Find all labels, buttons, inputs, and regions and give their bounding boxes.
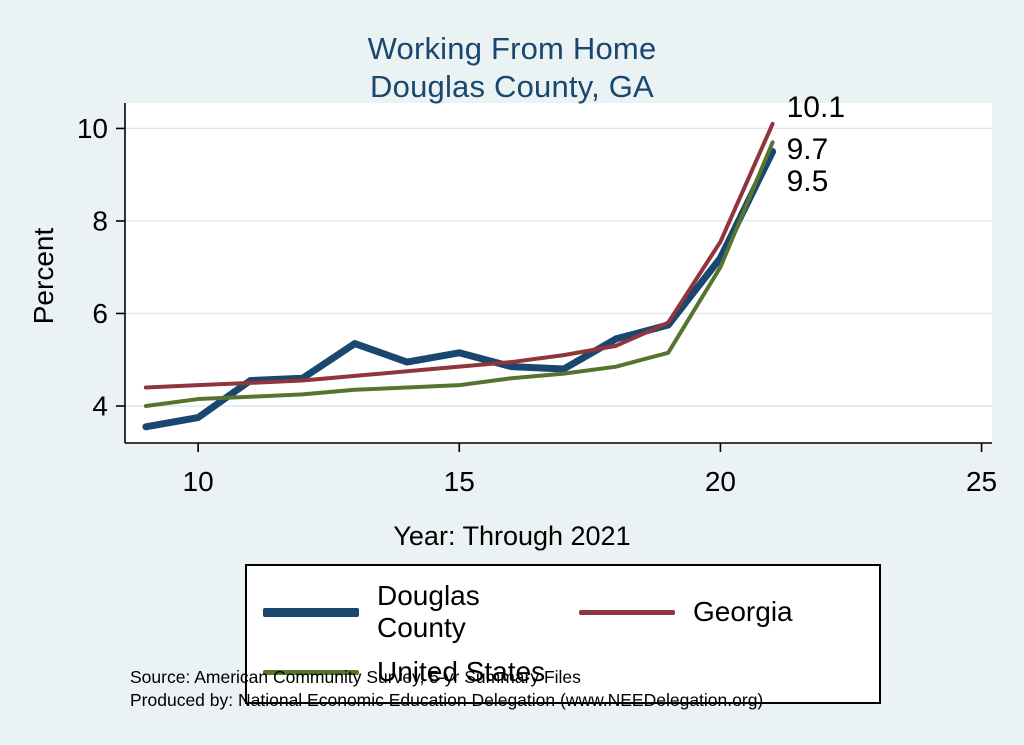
plot-background bbox=[125, 103, 992, 443]
x-tick-label: 25 bbox=[966, 466, 997, 497]
source-note: Source: American Community Survey, 5-yr … bbox=[130, 666, 763, 712]
legend-swatch-georgia bbox=[579, 609, 675, 615]
end-label-9.7: 9.7 bbox=[787, 133, 829, 166]
chart-title-line1: Working From Home bbox=[367, 31, 657, 66]
legend-label-georgia: Georgia bbox=[693, 596, 793, 627]
y-tick-label: 4 bbox=[92, 390, 108, 421]
legend-swatch-united-states bbox=[263, 669, 359, 675]
x-tick-label: 15 bbox=[444, 466, 475, 497]
series-line-douglas-county bbox=[142, 148, 777, 431]
y-tick-label: 10 bbox=[77, 113, 108, 144]
y-axis-title: Percent bbox=[28, 227, 59, 325]
end-label-9.5: 9.5 bbox=[787, 165, 829, 198]
legend-label-united-states: United States bbox=[377, 656, 546, 687]
series-line-united-states bbox=[143, 140, 775, 408]
legend: Douglas County Georgia United States bbox=[245, 564, 881, 704]
chart-title-line2: Douglas County, GA bbox=[370, 69, 654, 104]
y-tick-label: 8 bbox=[92, 205, 108, 236]
source-line: Source: American Community Survey, 5-yr … bbox=[130, 667, 581, 687]
x-tick-label: 10 bbox=[183, 466, 214, 497]
legend-label-douglas-county: Douglas County bbox=[377, 580, 480, 643]
legend-item-georgia: Georgia bbox=[563, 580, 879, 644]
legend-swatch-douglas-county bbox=[263, 607, 359, 617]
end-label-10.1: 10.1 bbox=[787, 91, 845, 124]
y-tick-label: 6 bbox=[92, 298, 108, 329]
chart-title: Working From Home Douglas County, GA bbox=[0, 30, 1024, 106]
produced-by-line: Produced by: National Economic Education… bbox=[130, 690, 764, 710]
legend-item-douglas-county: Douglas County bbox=[247, 580, 563, 644]
series-line-georgia bbox=[143, 121, 775, 390]
x-tick-label: 20 bbox=[705, 466, 736, 497]
x-axis-title: Year: Through 2021 bbox=[393, 521, 631, 551]
legend-item-united-states: United States bbox=[247, 656, 563, 688]
